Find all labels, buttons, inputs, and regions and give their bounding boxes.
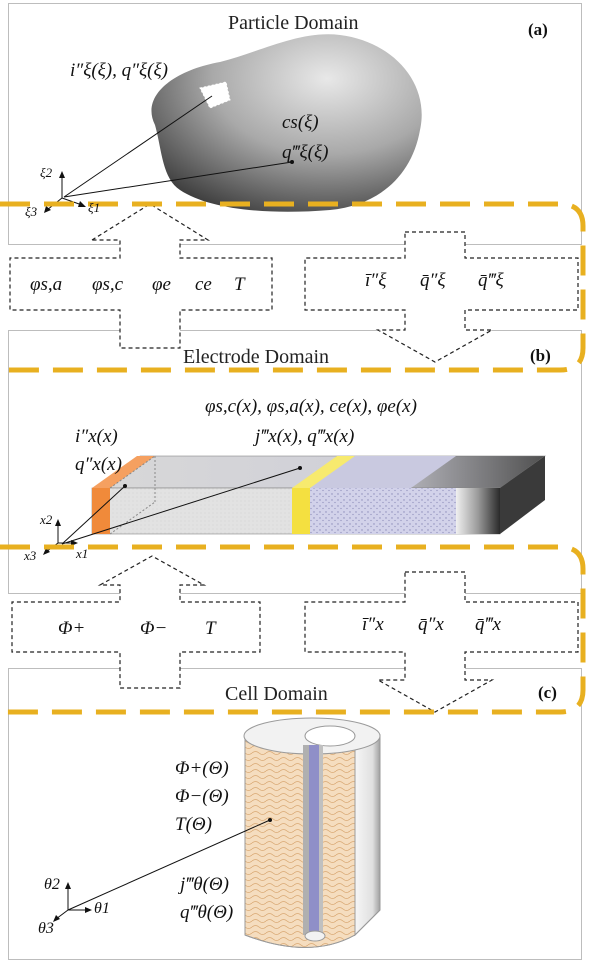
t2-up-q2: q̄″x: [418, 614, 444, 636]
transfer-arrow-down-1: [305, 232, 578, 362]
particle-surface-vars: i″ξ(ξ), q″ξ(ξ): [70, 60, 168, 82]
particle-axis-1: ξ1: [88, 200, 100, 216]
cell-cylinder: [244, 718, 380, 948]
cell-axis-2: θ2: [44, 876, 60, 894]
panel-label-c: (c): [538, 683, 557, 703]
t2-up-i: ī″x: [362, 614, 384, 636]
t2-down-phi-minus: Φ−: [140, 618, 167, 640]
cell-axis-1: θ1: [94, 900, 110, 918]
particle-q-var: q‴ξ(ξ): [282, 142, 328, 164]
t2-down-t: T: [205, 618, 216, 640]
t1-down-t: T: [234, 274, 245, 296]
cell-var-phi-minus: Φ−(Θ): [175, 786, 229, 808]
t1-down-phi-e: φe: [152, 274, 171, 296]
electrode-axis-2: x2: [40, 512, 52, 528]
particle-axis-2: ξ2: [40, 165, 52, 181]
particle-axis-3: ξ3: [25, 204, 37, 220]
t1-up-q3: q̄‴ξ: [478, 270, 504, 292]
panel-label-b: (b): [530, 346, 551, 366]
positive-collector: [92, 488, 110, 534]
electrode-vars-line1: φs,c(x), φs,a(x), ce(x), φe(x): [205, 396, 417, 418]
cell-domain-title: Cell Domain: [225, 683, 328, 706]
particle-cs-var: cs(ξ): [282, 112, 319, 134]
panel-label-a: (a): [528, 20, 548, 40]
electrode-vars-left2: q″x(x): [75, 454, 122, 476]
t1-down-phi-sc: φs,c: [92, 274, 123, 296]
t1-up-i: ī″ξ: [365, 270, 386, 292]
cell-var-j: j‴θ(Θ): [180, 874, 229, 896]
t2-up-q3: q̄‴x: [475, 614, 501, 636]
cell-var-t: T(Θ): [175, 814, 212, 836]
cell-var-phi-plus: Φ+(Θ): [175, 758, 229, 780]
t2-down-phi-plus: Φ+: [58, 618, 85, 640]
separator-strip: [292, 488, 310, 534]
separator-region: [310, 488, 456, 534]
electrode-axis-3: x3: [24, 548, 36, 564]
t1-up-q2: q̄″ξ: [420, 270, 446, 292]
cell-axis-3: θ3: [38, 920, 54, 938]
electrode-axis-1: x1: [76, 546, 88, 562]
t1-down-ce: ce: [195, 274, 212, 296]
electrode-vars-line2: j‴x(x), q‴x(x): [255, 426, 354, 448]
electrode-vars-left1: i″x(x): [75, 426, 118, 448]
cell-var-q: q‴θ(Θ): [180, 902, 233, 924]
transfer-arrow-up-2: [12, 556, 260, 688]
particle-domain-title: Particle Domain: [228, 12, 359, 35]
t1-down-phi-sa: φs,a: [30, 274, 62, 296]
electrode-domain-title: Electrode Domain: [183, 346, 329, 369]
